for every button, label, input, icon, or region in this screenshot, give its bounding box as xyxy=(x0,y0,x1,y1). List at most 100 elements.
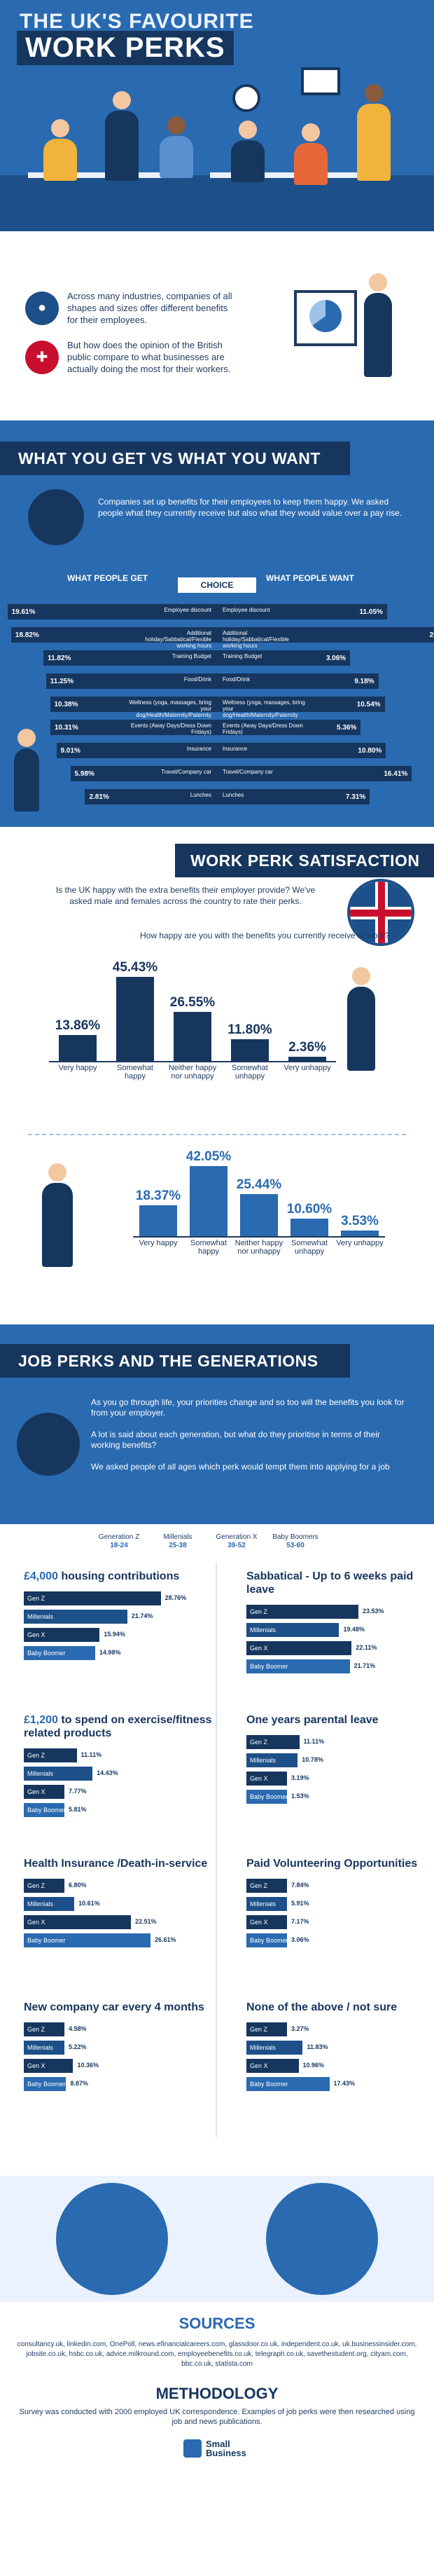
perk-bar-value: 23.53% xyxy=(363,1608,384,1615)
perk-bar-value: 5.22% xyxy=(69,2043,87,2050)
worker-illustration-6 xyxy=(357,84,391,181)
floor xyxy=(0,175,434,231)
perk-bar-value: 10.78% xyxy=(302,1756,323,1763)
team-icon xyxy=(17,1413,80,1476)
satisfaction-bar xyxy=(174,1011,211,1061)
get-bar: 19.61% xyxy=(7,604,217,619)
want-value: 10.54% xyxy=(356,700,381,708)
perk-bar: Baby Boomer xyxy=(246,1790,288,1804)
generation-age-range: 18-24 xyxy=(110,1542,128,1549)
want-value: 3.06% xyxy=(326,654,346,662)
satisfaction-category: Neither happy nor unhappy xyxy=(234,1239,284,1256)
sources-section: SOURCES consultancy.uk, linkedin.com, On… xyxy=(0,2302,434,2576)
perk-bar-row: Baby Boomer 5.81% xyxy=(24,1803,213,1818)
presenter-illustration xyxy=(364,273,392,377)
perk-bar-row: Gen X 7.77% xyxy=(24,1785,213,1800)
generations-paragraph-2: A lot is said about each generation, but… xyxy=(91,1430,380,1450)
get-bar: 11.25% xyxy=(46,673,217,689)
satisfaction-category: Neither happy nor unhappy xyxy=(168,1064,217,1081)
uk-flag-icon xyxy=(347,879,414,946)
want-bar: 3.06% xyxy=(217,650,351,666)
satisfaction-category: Somewhat happy xyxy=(117,1064,153,1081)
small-business-logo: Small Business xyxy=(183,2439,246,2458)
worker-illustration-2 xyxy=(105,91,139,181)
perk-bar-value: 11.83% xyxy=(307,2043,328,2050)
perk-bar: Baby Boomer xyxy=(24,1646,95,1660)
perk-bar-value: 5.81% xyxy=(69,1806,87,1813)
want-value: 26.28% xyxy=(429,631,434,639)
perk-bar-series: Millenials xyxy=(250,1626,276,1633)
perk-title: Health Insurance /Death-in-service xyxy=(24,1857,213,1870)
perk-title: Paid Volunteering Opportunities xyxy=(246,1857,434,1870)
perk-bar-value: 7.17% xyxy=(291,1918,309,1925)
perk-title-text: Health Insurance /Death-in-service xyxy=(24,1858,208,1870)
perk-bar-series: Gen X xyxy=(250,1775,268,1782)
perk-bar-row: Gen Z 3.27% xyxy=(246,2022,434,2038)
male-satisfaction-chart: 18.37% Very happy 42.05% Somewhat happy 25.4… xyxy=(133,1149,427,1261)
perk-bar-value: 21.74% xyxy=(131,1612,153,1619)
want-bar: 11.05% xyxy=(217,604,387,619)
get-label: Employee discount xyxy=(164,607,211,613)
perk-bar: Gen X xyxy=(246,1641,352,1655)
want-bar: 26.28% xyxy=(217,627,434,643)
perk-block: One years parental leave Gen Z 11.11% Mille… xyxy=(246,1713,434,1805)
perk-bar-value: 11.11% xyxy=(80,1751,102,1758)
perk-bar-series: Baby Boomer xyxy=(27,2081,66,2088)
perk-title-highlight: £4,000 xyxy=(24,1570,58,1582)
perk-bar: Baby Boomer xyxy=(246,2077,330,2091)
perk-bar-series: Gen Z xyxy=(27,1752,46,1759)
handshake-illustration xyxy=(56,2183,168,2295)
intro-row-1: ● Across many industries, companies of a… xyxy=(25,290,235,326)
satisfaction-section: WORK PERK SATISFACTION Is the UK happy w… xyxy=(0,827,434,1324)
perk-bar: Millenials xyxy=(24,1897,75,1911)
picture-frame-icon xyxy=(301,67,340,95)
generation-legend-item: Generation Z 18-24 xyxy=(91,1533,147,1550)
get-vs-want-intro: Companies set up benefits for their empl… xyxy=(98,497,402,518)
perk-bar-series: Millenials xyxy=(27,1900,54,1907)
generation-age-range: 25-38 xyxy=(169,1542,187,1549)
want-bar: 9.18% xyxy=(217,673,379,689)
perk-bar-series: Gen Z xyxy=(27,2026,46,2033)
perk-bar-row: Gen Z 28.76% xyxy=(24,1591,213,1607)
methodology-text: Survey was conducted with 2000 employed … xyxy=(19,2408,415,2426)
want-label: Training Budget xyxy=(223,653,262,659)
perk-bar-value: 14.98% xyxy=(99,1649,121,1656)
perk-bar-row: Gen X 22.11% xyxy=(246,1641,434,1657)
chart-baseline xyxy=(133,1236,385,1238)
perk-bar: Gen X xyxy=(246,1915,287,1929)
intro-section: ● Across many industries, companies of a… xyxy=(0,231,434,420)
perk-bar-row: Gen Z 23.53% xyxy=(246,1605,434,1620)
perk-bar-row: Millenials 14.43% xyxy=(24,1767,213,1782)
perk-bar-value: 10.36% xyxy=(77,2062,99,2069)
get-value: 11.25% xyxy=(50,677,74,685)
perk-title-text: Paid Volunteering Opportunities xyxy=(246,1858,418,1870)
perk-bar: Gen Z xyxy=(24,1748,77,1762)
perk-bar: Baby Boomer xyxy=(24,2077,66,2091)
perk-bar-series: Gen X xyxy=(27,1788,46,1795)
what-people-want-heading: WHAT PEOPLE WANT xyxy=(266,573,354,583)
get-bar: 2.81% xyxy=(85,789,217,804)
perk-bar-value: 15.94% xyxy=(104,1631,125,1638)
perk-bar-series: Gen Z xyxy=(27,1882,46,1889)
want-label: Insurance xyxy=(223,746,248,752)
perk-bar: Baby Boomer xyxy=(24,1803,66,1817)
perk-bar-value: 10.61% xyxy=(78,1900,100,1907)
get-value: 11.82% xyxy=(48,654,71,662)
satisfaction-bar xyxy=(190,1166,227,1236)
perk-bar: Millenials xyxy=(246,1753,298,1767)
perk-bar-row: Millenials 10.78% xyxy=(246,1753,434,1769)
hero-section: THE UK'S FAVOURITE WORK PERKS xyxy=(0,0,434,231)
perk-bar-row: Millenials 5.22% xyxy=(24,2041,213,2056)
section-divider xyxy=(28,1134,406,1135)
perk-bar-row: Baby Boomer 21.71% xyxy=(246,1659,434,1675)
perk-bar-row: Millenials 5.91% xyxy=(246,1897,434,1912)
perk-bar: Gen X xyxy=(246,2059,299,2073)
perk-bar: Gen Z xyxy=(246,1879,287,1893)
perk-bar-value: 3.06% xyxy=(291,1936,309,1943)
perk-block: None of the above / not sure Gen Z 3.27% Mi… xyxy=(246,2001,434,2092)
perk-bar-value: 11.11% xyxy=(303,1738,325,1745)
get-value: 2.81% xyxy=(89,793,109,801)
perk-bar-row: Baby Boomer 17.43% xyxy=(246,2077,434,2092)
perk-bar-series: Baby Boomer xyxy=(250,1663,288,1670)
perk-bar-value: 17.43% xyxy=(333,2080,356,2087)
